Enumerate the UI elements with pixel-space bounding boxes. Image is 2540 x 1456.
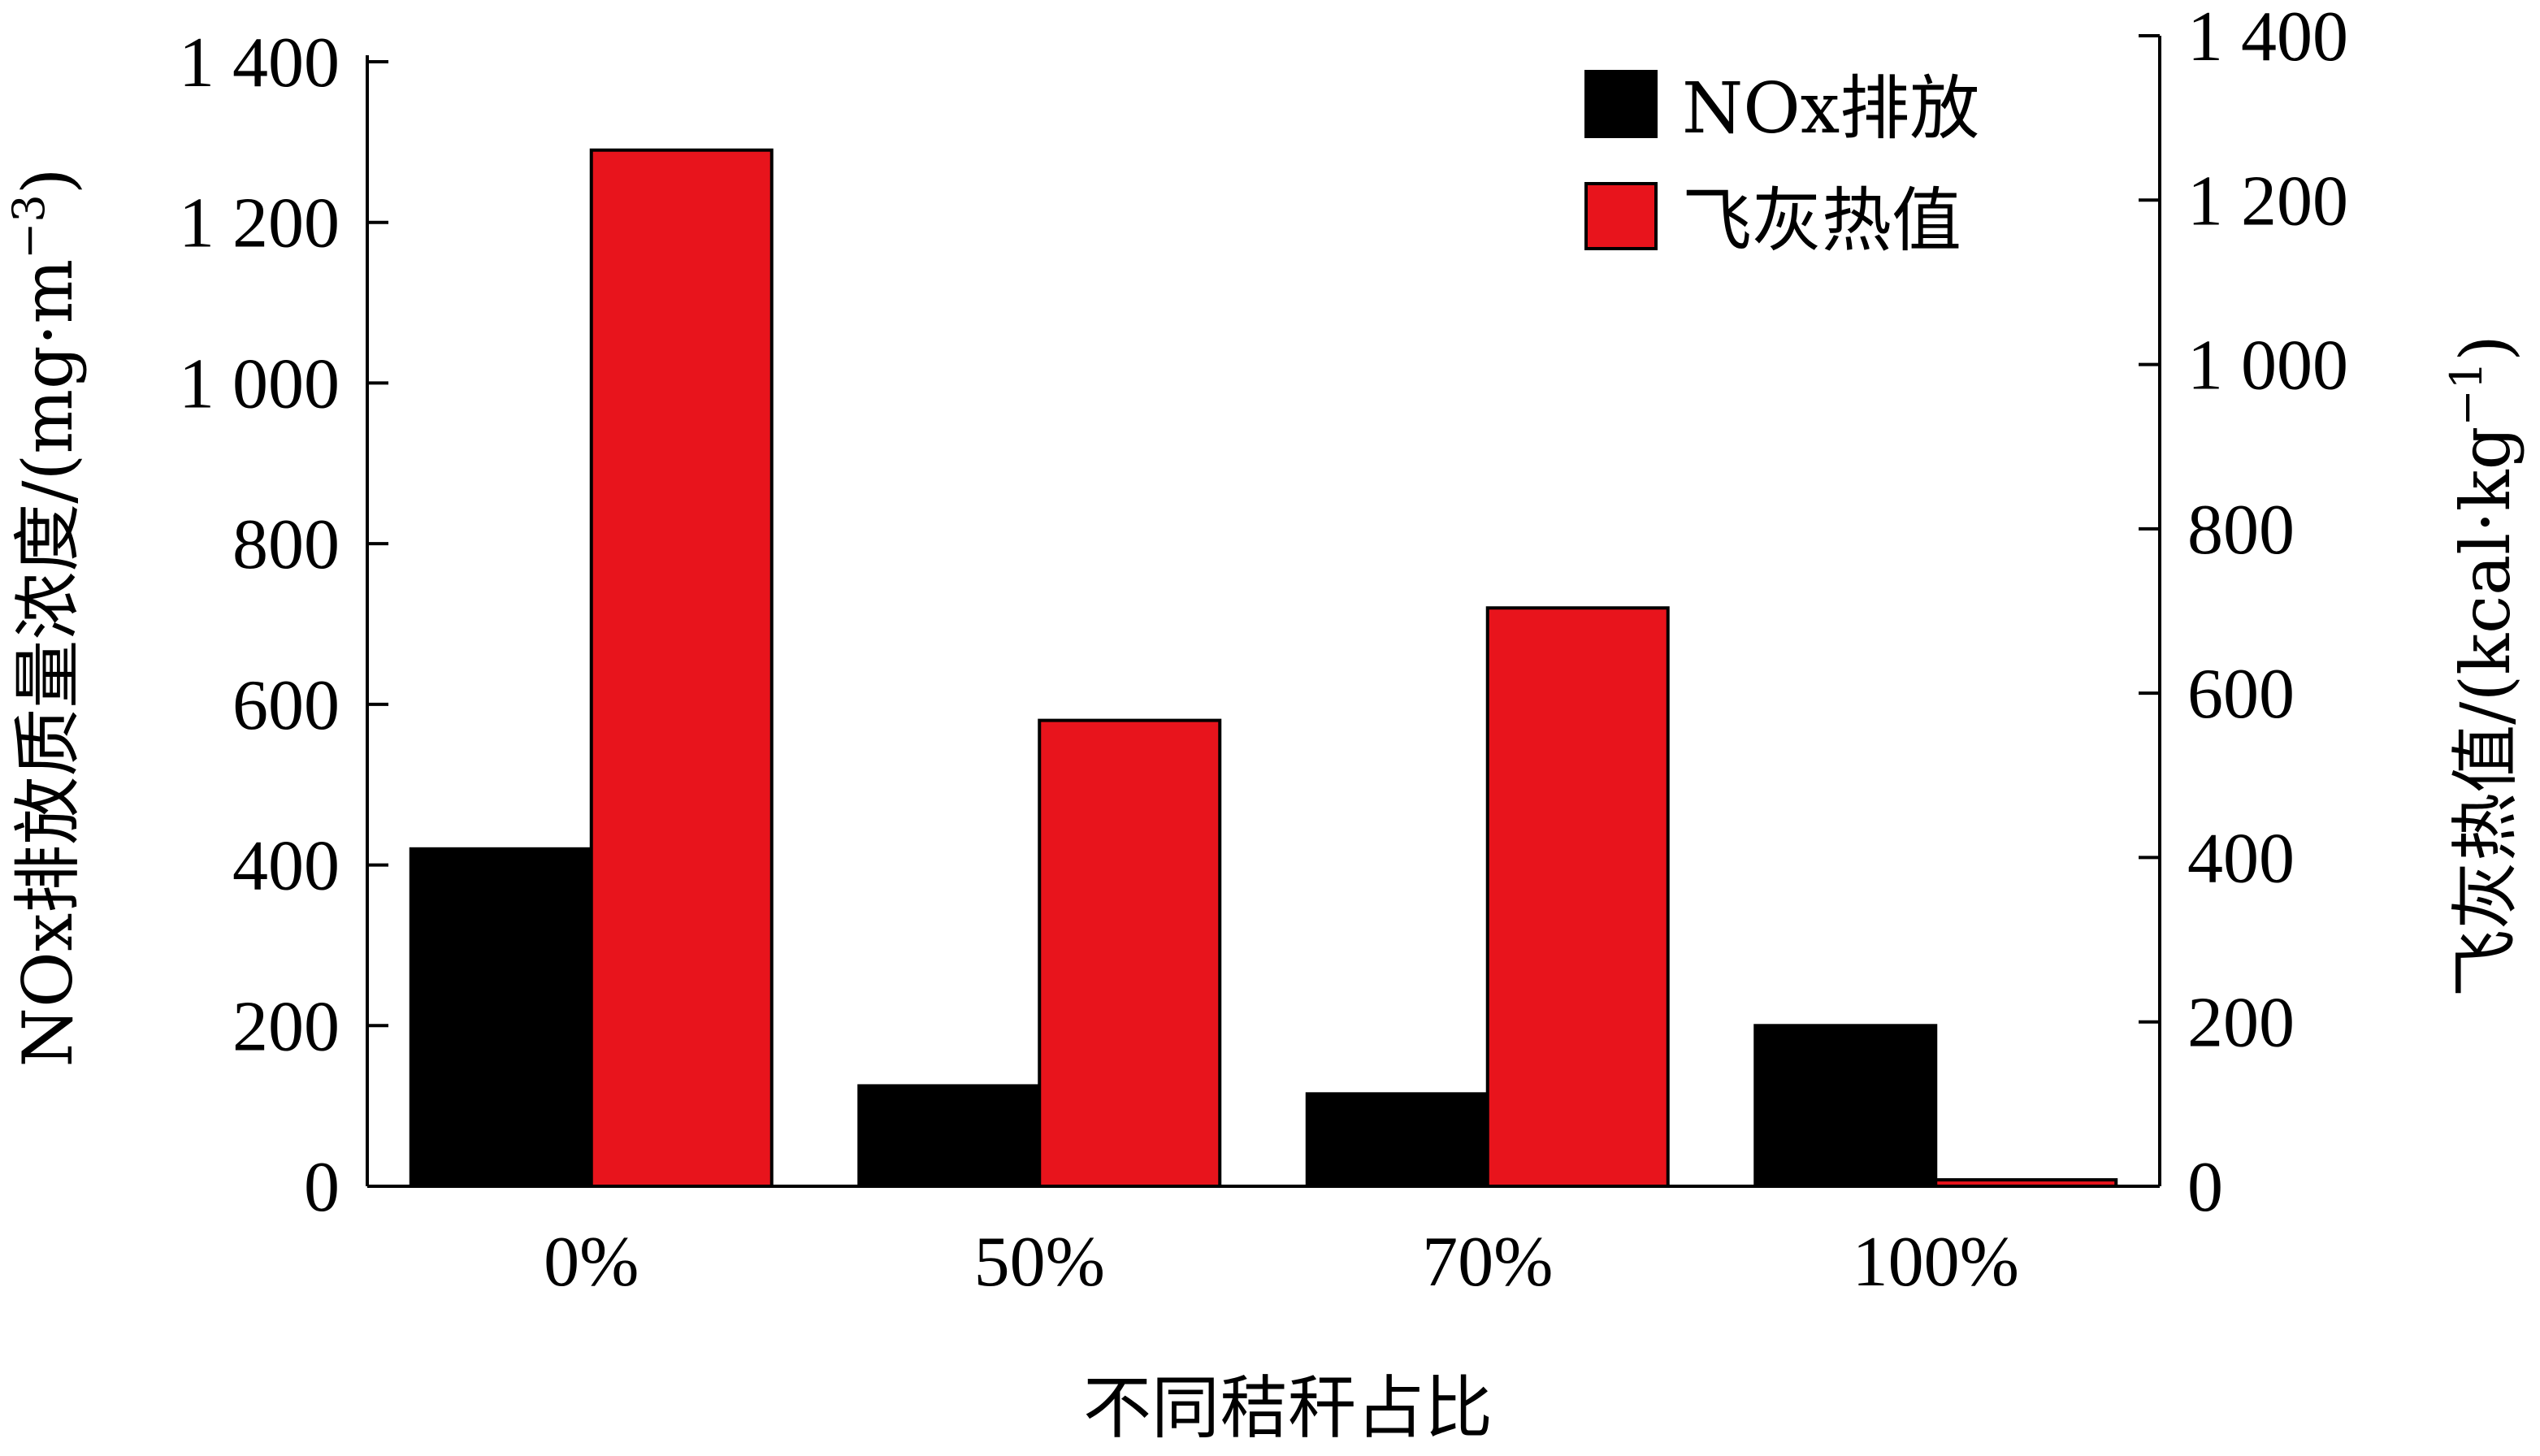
left-y-tick-label: 1 400 bbox=[179, 24, 340, 102]
legend-label-nox: NOx排放 bbox=[1682, 68, 1979, 150]
bar-fly-ash-1 bbox=[1038, 718, 1222, 1188]
left-y-axis-title-sup: −3 bbox=[3, 194, 54, 259]
right-y-axis-title: 飞灰热值/(kcal·kg−1) bbox=[2441, 335, 2525, 998]
axes-group bbox=[366, 36, 2161, 1188]
right-y-axis-title-close: ) bbox=[2446, 335, 2525, 362]
right-y-tick-label: 1 200 bbox=[2187, 162, 2348, 240]
right-y-tick-label: 1 400 bbox=[2187, 0, 2348, 76]
right-y-tick-label: 200 bbox=[2187, 984, 2295, 1063]
left-y-tick-label: 200 bbox=[232, 987, 340, 1066]
left-y-tick-label: 400 bbox=[232, 827, 340, 906]
bar-nox-2 bbox=[1305, 1092, 1489, 1189]
x-tick-label: 100% bbox=[1853, 1223, 2019, 1302]
left-y-axis-title-close: ) bbox=[8, 168, 88, 195]
left-y-axis-title-main: NOx排放质量浓度/(mg·m bbox=[8, 259, 88, 1068]
x-tick-label: 70% bbox=[1422, 1223, 1553, 1302]
left-y-tick-label: 1 000 bbox=[179, 344, 340, 423]
bars-group bbox=[409, 148, 2118, 1189]
legend-label-ash: 飞灰热值 bbox=[1682, 180, 1961, 262]
x-tick-label: 0% bbox=[544, 1223, 639, 1302]
left-y-tick-label: 1 200 bbox=[179, 184, 340, 263]
right-y-axis-title-sup: −1 bbox=[2441, 362, 2492, 427]
legend-swatch-ash bbox=[1584, 182, 1658, 250]
bar-nox-3 bbox=[1753, 1024, 1938, 1189]
ticks-group: 0% 50% 70% 100% 0 200 400 600 800 1 000 1 200 1 400… bbox=[179, 0, 2348, 1302]
legend: NOx排放 飞灰热值 bbox=[1584, 68, 1979, 262]
bar-fly-ash-0 bbox=[589, 148, 774, 1189]
bar-nox-1 bbox=[857, 1084, 1042, 1189]
legend-swatch-nox bbox=[1584, 70, 1658, 138]
right-y-tick-label: 1 000 bbox=[2187, 327, 2348, 405]
right-y-axis-title-main: 飞灰热值/(kcal·kg bbox=[2446, 427, 2525, 998]
right-y-tick-label: 0 bbox=[2187, 1148, 2223, 1227]
bar-nox-0 bbox=[409, 847, 593, 1189]
left-y-tick-label: 800 bbox=[232, 505, 340, 584]
left-y-tick-label: 600 bbox=[232, 666, 340, 745]
x-axis-title: 不同秸秆占比 bbox=[1083, 1368, 1493, 1448]
left-y-axis-title: NOx排放质量浓度/(mg·m−3) bbox=[3, 168, 88, 1068]
right-y-tick-label: 800 bbox=[2187, 491, 2295, 570]
right-y-tick-label: 400 bbox=[2187, 819, 2295, 898]
bar-fly-ash-2 bbox=[1485, 606, 1670, 1188]
right-y-tick-label: 600 bbox=[2187, 655, 2295, 734]
left-y-tick-label: 0 bbox=[304, 1148, 340, 1227]
x-tick-label: 50% bbox=[974, 1223, 1105, 1302]
